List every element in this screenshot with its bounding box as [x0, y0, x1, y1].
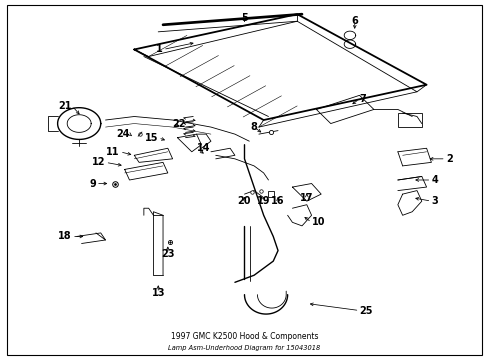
- Text: 18: 18: [58, 231, 72, 242]
- Text: 2: 2: [445, 154, 451, 164]
- Text: 12: 12: [92, 157, 105, 167]
- Text: 3: 3: [430, 196, 437, 206]
- Text: 23: 23: [161, 249, 174, 259]
- Text: 4: 4: [430, 175, 437, 185]
- Text: 16: 16: [271, 196, 284, 206]
- Text: 7: 7: [359, 94, 366, 104]
- Text: 11: 11: [106, 147, 120, 157]
- Bar: [397, 113, 421, 127]
- Text: 9: 9: [89, 179, 96, 189]
- Text: 21: 21: [59, 101, 72, 111]
- Text: 6: 6: [350, 16, 357, 26]
- Text: 19: 19: [256, 196, 270, 206]
- Text: 8: 8: [250, 122, 257, 132]
- Text: 10: 10: [311, 217, 325, 227]
- Text: 22: 22: [172, 118, 186, 129]
- Text: Lamp Asm-Underhood Diagram for 15043018: Lamp Asm-Underhood Diagram for 15043018: [168, 345, 320, 351]
- Text: 1: 1: [156, 45, 163, 54]
- Text: 15: 15: [144, 133, 158, 143]
- Text: 14: 14: [196, 143, 210, 153]
- Text: 25: 25: [359, 306, 372, 315]
- Text: 1997 GMC K2500 Hood & Components: 1997 GMC K2500 Hood & Components: [170, 333, 318, 342]
- Text: 17: 17: [300, 193, 313, 203]
- Text: 24: 24: [116, 129, 129, 139]
- Text: 13: 13: [151, 288, 164, 298]
- Text: 20: 20: [237, 196, 251, 206]
- Text: 5: 5: [241, 13, 247, 23]
